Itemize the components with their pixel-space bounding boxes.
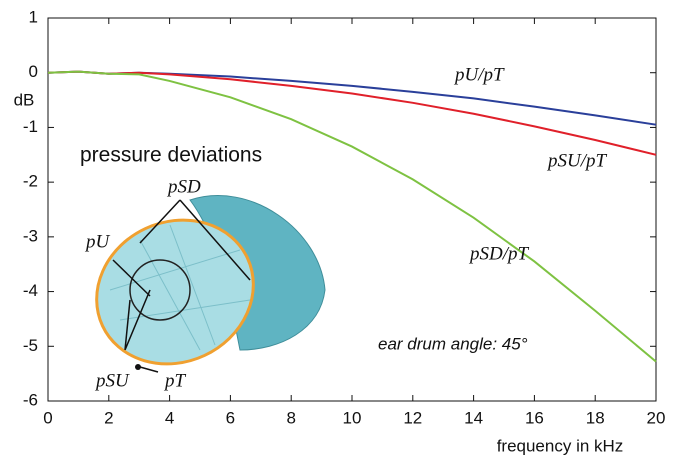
x-tick-label: 8 — [286, 408, 295, 427]
ear-canal-inset — [95, 195, 326, 373]
series-line — [47, 70, 657, 156]
x-tick-label: 20 — [647, 408, 666, 427]
mesh-lines — [109, 224, 251, 351]
y-tick-label: -4 — [23, 281, 38, 300]
series-line — [47, 70, 657, 126]
inset-label: pU — [84, 231, 111, 252]
x-tick-label: 4 — [165, 408, 174, 427]
point — [135, 364, 141, 370]
eardrum — [95, 218, 255, 366]
x-tick-label: 10 — [343, 408, 362, 427]
inset-label: pSD — [166, 176, 201, 197]
x-tick-label: 16 — [525, 408, 544, 427]
x-tick-label: 18 — [586, 408, 605, 427]
x-tick-label: 14 — [464, 408, 483, 427]
y-tick-label: -2 — [23, 172, 38, 191]
y-tick-label: -6 — [23, 390, 38, 409]
annotation: pressure deviations — [80, 144, 262, 167]
series-line — [47, 70, 657, 363]
note: ear drum angle: 45° — [378, 334, 528, 353]
x-tick-label: 12 — [403, 408, 422, 427]
series-label: pSU/pT — [546, 150, 608, 171]
x-tick-label: 0 — [43, 408, 52, 427]
arrows — [112, 199, 251, 373]
y-tick-label: 0 — [29, 62, 38, 81]
y-tick-label: -5 — [23, 336, 38, 355]
x-tick-label: 2 — [104, 408, 113, 427]
inset-label: pSU — [94, 370, 130, 391]
series-label: pU/pT — [453, 64, 505, 85]
y-axis-label: dB — [14, 90, 35, 109]
series-label: pSD/pT — [468, 243, 530, 264]
y-tick-label: -3 — [23, 226, 38, 245]
x-tick-label: 6 — [226, 408, 235, 427]
y-tick-label: 1 — [29, 7, 38, 26]
y-tick-label: -1 — [23, 117, 38, 136]
circle — [129, 259, 191, 321]
inset-label: pT — [163, 370, 187, 391]
x-axis-label: frequency in kHz — [497, 436, 624, 455]
